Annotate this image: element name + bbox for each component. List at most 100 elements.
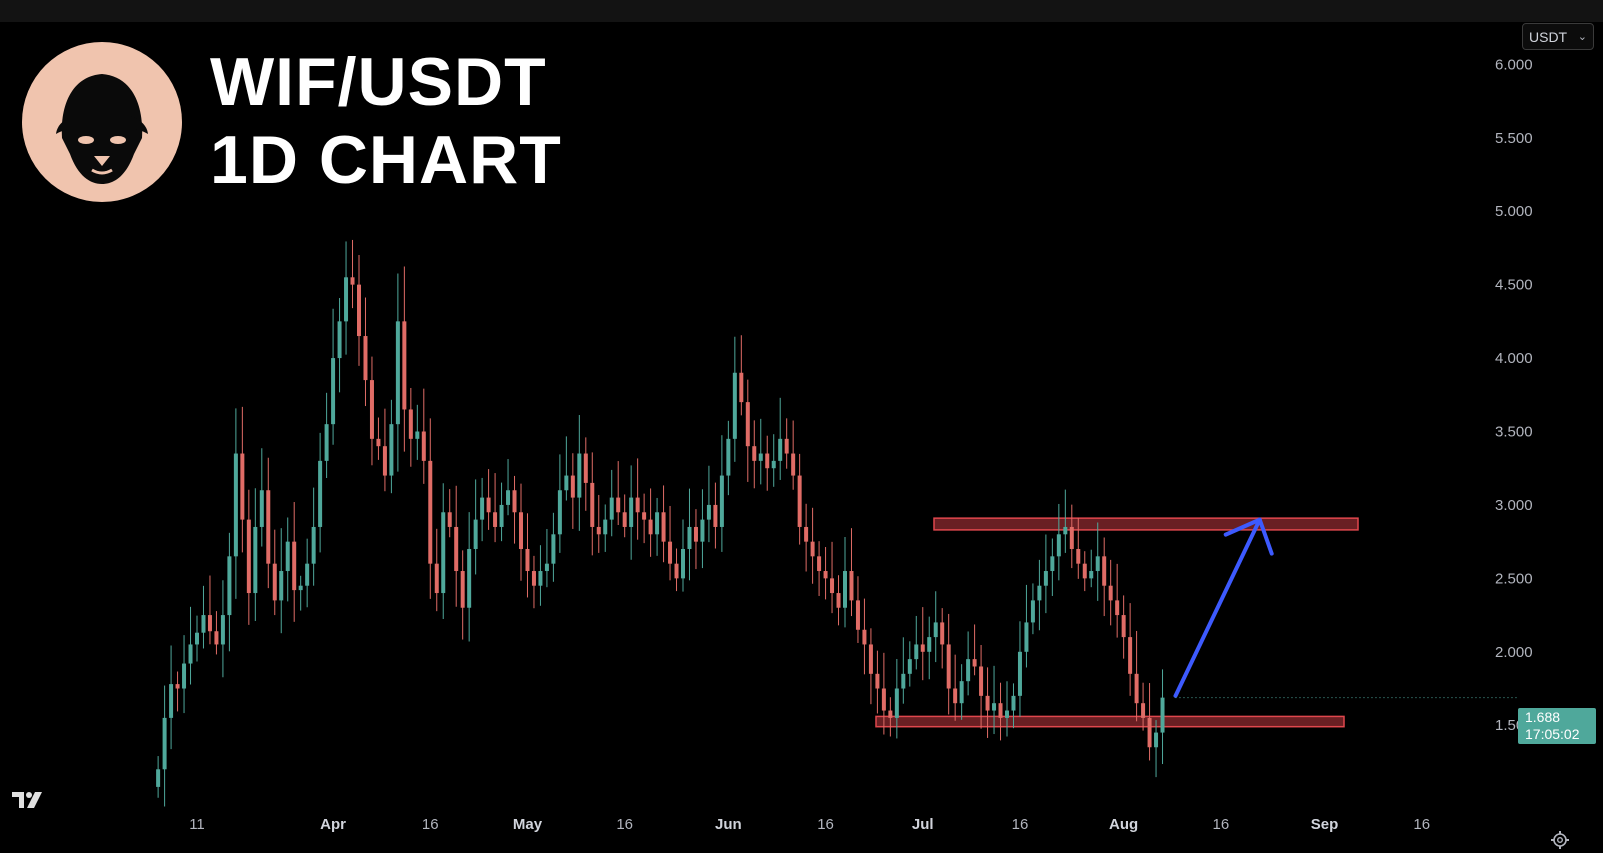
candle — [415, 404, 420, 460]
candle — [538, 545, 543, 606]
x-tick-label: Aug — [1109, 816, 1138, 833]
candle — [616, 461, 621, 526]
candle — [1082, 551, 1087, 592]
candle — [1147, 683, 1152, 761]
candle — [382, 408, 387, 492]
candle — [778, 397, 783, 480]
y-tick-label: 4.500 — [1495, 277, 1533, 294]
candles-layer — [156, 239, 1165, 807]
candle — [804, 503, 809, 572]
candle — [376, 417, 381, 460]
candle — [259, 448, 264, 547]
candle — [894, 659, 899, 739]
candle — [674, 548, 679, 592]
x-tick-label: Apr — [320, 816, 346, 833]
candle — [279, 528, 284, 634]
candle — [901, 637, 906, 704]
candle — [447, 489, 452, 538]
gear-icon[interactable] — [1550, 830, 1570, 850]
candle — [1108, 559, 1113, 626]
candle — [318, 432, 323, 553]
candle — [467, 512, 472, 642]
y-tick-label: 4.000 — [1495, 350, 1533, 367]
candle — [992, 665, 997, 735]
candle — [745, 379, 750, 482]
candle — [298, 575, 303, 611]
candle — [609, 469, 614, 537]
projection-arrow-head — [1223, 517, 1274, 556]
candle — [629, 465, 634, 560]
candle — [220, 580, 225, 678]
candle — [719, 435, 724, 552]
y-tick-label: 5.500 — [1495, 130, 1533, 147]
candle — [551, 512, 556, 582]
arrow-layer — [1173, 517, 1518, 699]
candle — [868, 628, 873, 705]
candle — [836, 575, 841, 626]
candle — [1102, 537, 1107, 617]
candle — [907, 641, 912, 687]
candle — [1089, 549, 1094, 588]
candle — [1050, 538, 1055, 596]
candle — [460, 550, 465, 640]
candle — [966, 631, 971, 696]
candle — [519, 483, 523, 581]
currency-select-value: USDT — [1529, 28, 1568, 45]
candle — [564, 436, 569, 501]
candle — [998, 682, 1003, 741]
candle — [810, 507, 815, 584]
x-tick-label: Sep — [1311, 816, 1339, 833]
candle — [1063, 489, 1068, 553]
x-tick-label: 16 — [817, 816, 834, 833]
candle — [914, 615, 919, 670]
candle — [1005, 681, 1009, 737]
candle — [681, 519, 685, 592]
candle — [765, 435, 770, 491]
candle — [817, 541, 822, 596]
candle — [246, 489, 251, 625]
candle — [1056, 503, 1061, 581]
candle — [395, 273, 400, 472]
candle — [207, 575, 212, 645]
candle — [357, 254, 361, 366]
candle — [570, 453, 575, 529]
candle — [700, 489, 705, 569]
x-tick-label: 16 — [422, 816, 439, 833]
support-zone[interactable] — [875, 715, 1345, 728]
y-axis: 1.5002.0002.5003.0003.5004.0004.5005.000… — [1495, 56, 1533, 734]
candle — [635, 458, 640, 540]
candle — [305, 538, 310, 608]
currency-select[interactable]: USDT ⌄ — [1522, 23, 1594, 50]
candle — [350, 239, 355, 309]
candle — [1095, 522, 1100, 601]
candle — [687, 488, 692, 581]
candle — [557, 454, 562, 553]
candle — [408, 387, 413, 467]
candle — [486, 469, 491, 530]
candle — [1121, 595, 1126, 659]
candle — [233, 408, 238, 599]
candle — [493, 473, 498, 543]
candle — [454, 485, 459, 607]
candle — [544, 528, 549, 588]
projection-arrow[interactable] — [1173, 517, 1262, 698]
candle — [1134, 630, 1139, 722]
chevron-down-icon: ⌄ — [1577, 31, 1587, 43]
candle — [933, 591, 938, 663]
candle — [473, 479, 478, 575]
candle — [525, 513, 530, 598]
candle — [855, 576, 860, 643]
tradingview-logo-icon[interactable] — [12, 790, 48, 810]
candle — [195, 615, 199, 662]
candle — [499, 482, 504, 542]
resistance-zone[interactable] — [933, 517, 1359, 531]
y-tick-label: 3.000 — [1495, 497, 1533, 514]
candle — [849, 528, 854, 617]
x-tick-label: 16 — [1012, 816, 1029, 833]
bar-countdown: 17:05:02 — [1525, 726, 1580, 742]
candle — [1030, 583, 1035, 635]
candle — [1154, 720, 1159, 778]
y-tick-label: 2.500 — [1495, 570, 1533, 587]
candle — [596, 494, 601, 553]
